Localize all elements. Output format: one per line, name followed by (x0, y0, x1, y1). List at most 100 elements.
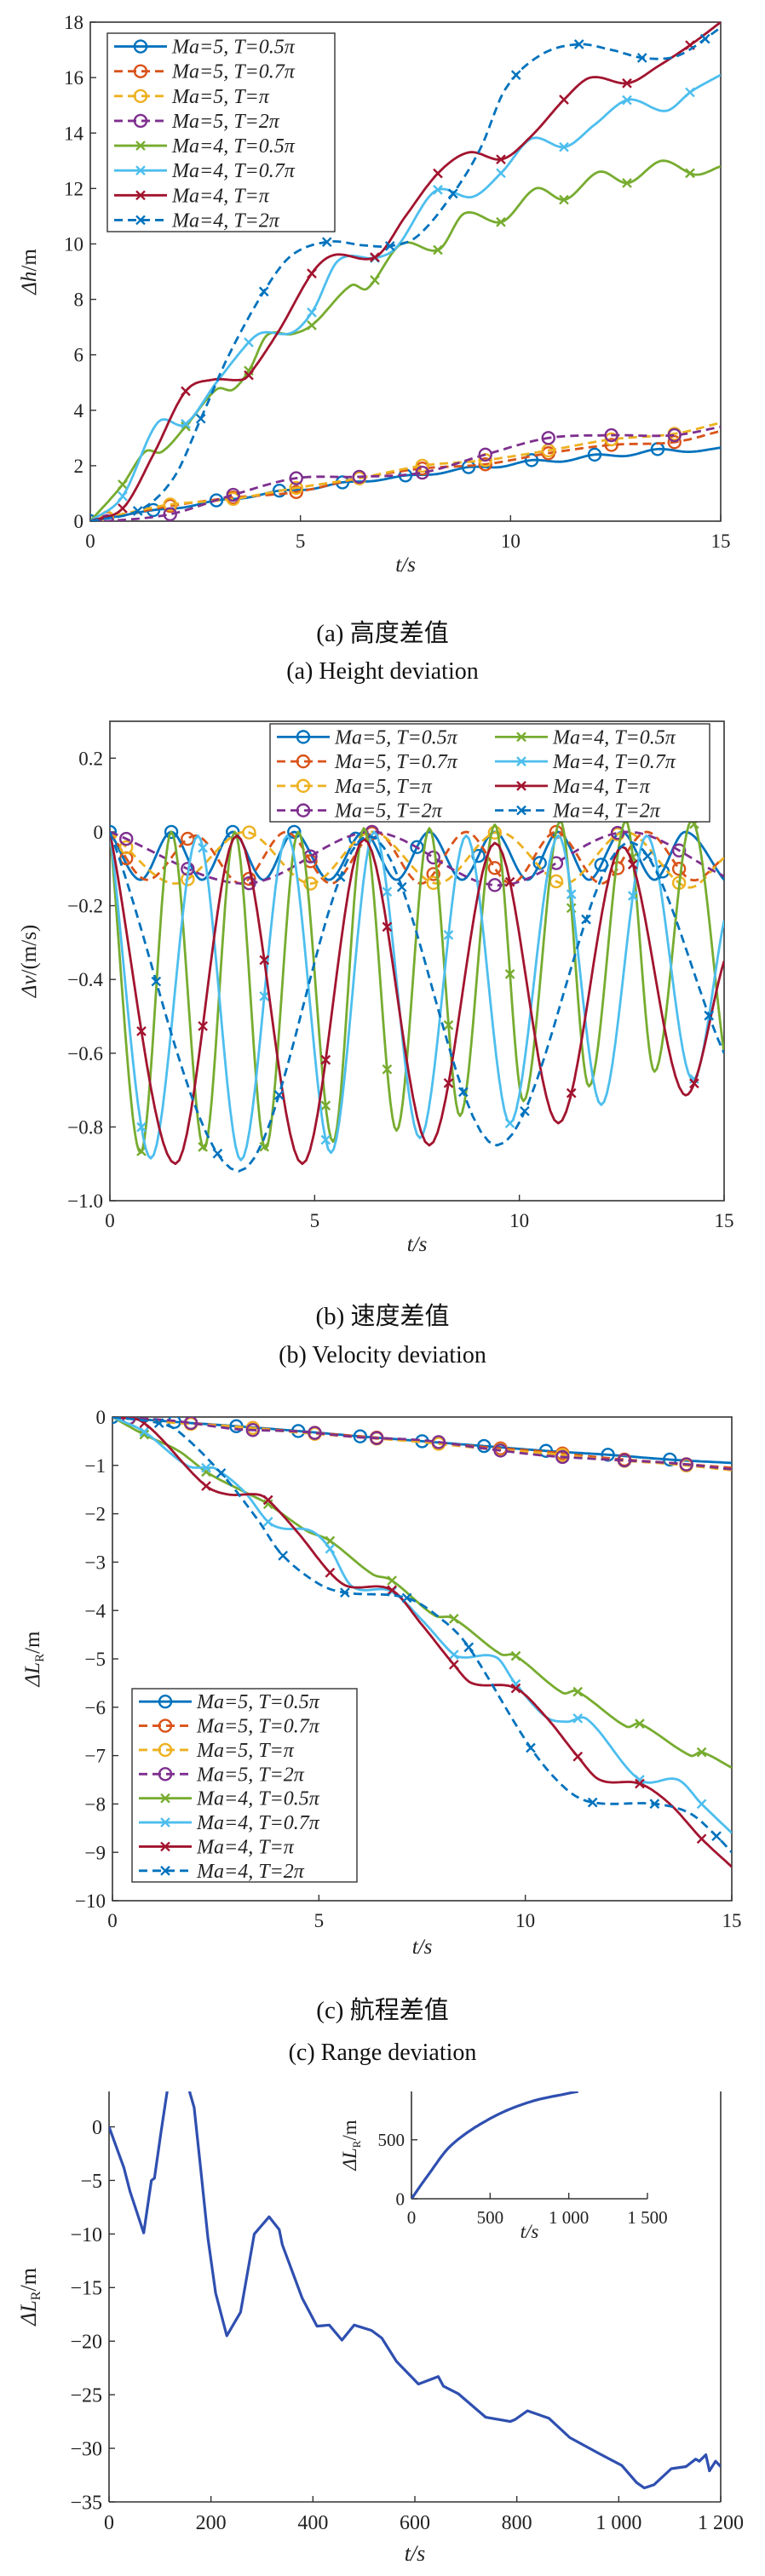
series-4-marker (198, 1142, 208, 1152)
marker-cross-stroke (448, 1614, 459, 1624)
marker-cross-stroke (496, 216, 506, 227)
series-7-marker (258, 286, 269, 297)
y-tick-label: −1.0 (67, 1190, 103, 1212)
series-4-marker (136, 1146, 147, 1156)
series-7-marker (510, 70, 521, 80)
series-3-marker (679, 1457, 693, 1472)
series-3-marker (487, 878, 503, 892)
series-0-marker (353, 1429, 367, 1443)
marker-cross-stroke (447, 188, 458, 199)
marker-cross-stroke (627, 891, 638, 901)
x-tick-label: 0 (105, 1210, 115, 1231)
series-3-marker (610, 825, 625, 840)
series-6-marker (635, 1778, 645, 1789)
legend-label: Ma=4, T=0.5π (171, 135, 296, 158)
marker-cross-stroke (516, 781, 526, 791)
marker-cross-stroke (153, 1418, 164, 1428)
y-axis-label-subscript: R (350, 2140, 363, 2148)
marker-cross-stroke (135, 190, 146, 201)
legend-marker (296, 778, 311, 794)
y-tick-label: 6 (74, 345, 84, 366)
marker-cross-stroke (627, 859, 638, 869)
legend-item: Ma=5, T=2π (114, 111, 280, 133)
series-3-marker (163, 507, 177, 521)
series-2-marker (604, 432, 618, 447)
series-line-4 (110, 819, 724, 1155)
legend-item: Ma=4, T=2π (139, 1861, 305, 1883)
legend-label: Ma=4, T=π (552, 776, 651, 798)
y-tick-label: −5 (85, 1649, 106, 1670)
y-axis-label-subscript: R (29, 2291, 43, 2300)
marker-cross-stroke (181, 386, 191, 397)
series-4-marker (622, 178, 632, 188)
legend-item: Ma=5, T=π (277, 776, 433, 798)
series-line-6 (90, 22, 721, 521)
series-3-marker (541, 431, 555, 445)
series-4-marker (320, 1100, 331, 1111)
marker-cross-stroke (699, 33, 710, 44)
marker-cross-stroke (118, 491, 128, 502)
x-axis-label: t/s (407, 1233, 428, 1256)
legend-label: Ma=4, T=2π (552, 800, 661, 823)
legend-item: Ma=4, T=2π (495, 800, 661, 823)
series-4-marker (139, 1429, 150, 1440)
chart-range: 0 5 10 15−10−9−8−7−6−5−4−3−2−10t/sΔLR/mMa=5… (21, 1407, 742, 1959)
marker-cross-stroke (685, 168, 695, 179)
series-7-marker (153, 1418, 164, 1428)
series-6-marker (448, 1659, 459, 1670)
x-axis-label: t/s (405, 2541, 426, 2566)
y-tick-label: 0 (94, 822, 104, 843)
series-6-marker (496, 154, 506, 165)
x-tick-label: 5 (310, 1210, 320, 1231)
legend-label: Ma=5, T=π (334, 776, 433, 798)
y-tick-label: 0.2 (78, 748, 103, 769)
y-tick-label: 12 (64, 178, 83, 199)
series-7-marker (457, 1087, 469, 1098)
marker-cross-stroke (433, 168, 443, 179)
series-7-marker (704, 1010, 715, 1021)
y-tick-label: −9 (85, 1842, 106, 1863)
legend-label: Ma=4, T=0.7π (196, 1812, 320, 1834)
series-4-marker (696, 1747, 707, 1758)
series-5-marker (136, 1122, 147, 1133)
x-tick-label: 200 (196, 2512, 227, 2534)
series-5-marker (433, 185, 443, 195)
marker-cross-stroke (448, 1659, 459, 1670)
series-7-marker (216, 1468, 227, 1478)
y-tick-label: −2 (85, 1504, 106, 1525)
y-tick-label: −5 (80, 2171, 102, 2193)
series-line-4 (112, 1417, 732, 1770)
marker-cross-stroke (307, 307, 317, 318)
series-3-marker (289, 471, 303, 485)
series-7-marker (520, 1105, 530, 1116)
series-7-marker (278, 1550, 289, 1561)
series-7-marker (195, 413, 206, 424)
series-line-4 (90, 159, 721, 521)
series-5-marker (139, 1426, 150, 1437)
marker-cross-stroke (307, 268, 317, 278)
caption-a-en: (a) Height deviation (286, 658, 479, 685)
series-1-marker (289, 485, 303, 500)
series-1-marker (487, 861, 503, 875)
marker-cross-stroke (448, 1649, 459, 1660)
series-line-5 (90, 73, 721, 521)
series-5-marker (382, 886, 393, 898)
marker-cross-stroke (526, 1742, 536, 1753)
y-tick-label: −0.6 (67, 1043, 103, 1064)
marker-cross-stroke (321, 237, 332, 248)
series-6-marker (201, 1481, 211, 1491)
marker-cross-stroke (259, 955, 270, 966)
marker-cross-stroke (118, 503, 128, 513)
series-6-marker (320, 1054, 331, 1065)
legend-item: Ma=5, T=0.7π (277, 751, 458, 773)
marker-cross-stroke (335, 871, 346, 882)
series-6-marker (307, 268, 317, 278)
legend-label: Ma=5, T=0.5π (334, 726, 458, 749)
legend-item: Ma=5, T=2π (139, 1764, 305, 1786)
marker-cross-stroke (320, 1134, 331, 1145)
series-line-0 (411, 2091, 579, 2199)
y-tick-label: 10 (64, 233, 83, 255)
series-1-marker (667, 435, 682, 450)
